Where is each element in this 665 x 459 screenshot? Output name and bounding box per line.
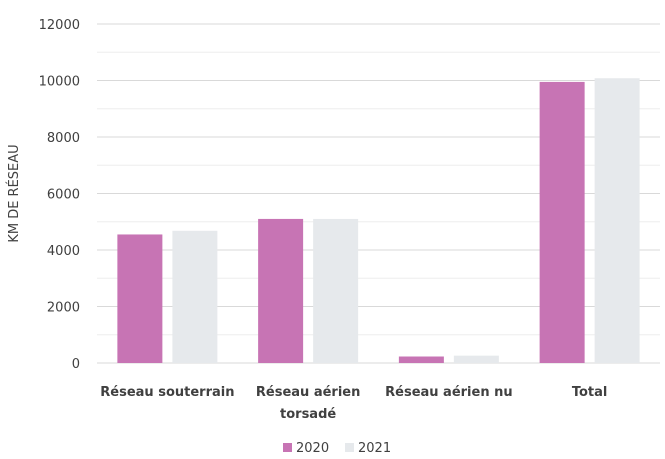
bar-2020-2 — [398, 356, 444, 363]
y-tick-label: 12000 — [39, 18, 80, 33]
x-category-label: torsadé — [280, 407, 336, 422]
y-tick-label: 2000 — [47, 301, 80, 316]
x-category-label: Réseau souterrain — [100, 385, 234, 400]
y-tick-label: 10000 — [39, 75, 80, 90]
y-tick-label: 0 — [72, 357, 80, 372]
legend-label-2020: 2020 — [296, 441, 329, 456]
y-tick-label: 6000 — [47, 188, 80, 203]
bar-2021-2 — [453, 355, 499, 363]
bar-2021-1 — [313, 218, 359, 363]
bar-2021-0 — [172, 230, 218, 363]
bar-2020-1 — [258, 218, 304, 363]
bar-2021-3 — [594, 78, 640, 364]
legend-swatch-2020 — [283, 443, 292, 452]
y-tick-label: 4000 — [47, 244, 80, 259]
y-tick-label: 8000 — [47, 131, 80, 146]
bar-2020-3 — [539, 81, 585, 363]
x-category-label: Total — [572, 385, 608, 400]
legend-swatch-2021 — [345, 443, 354, 452]
x-category-label: Réseau aérien — [256, 385, 360, 400]
bar-2020-0 — [117, 234, 163, 363]
x-category-label: Réseau aérien nu — [385, 385, 513, 400]
legend-label-2021: 2021 — [358, 441, 391, 456]
y-axis-title: KM DE RÉSEAU — [6, 144, 22, 242]
